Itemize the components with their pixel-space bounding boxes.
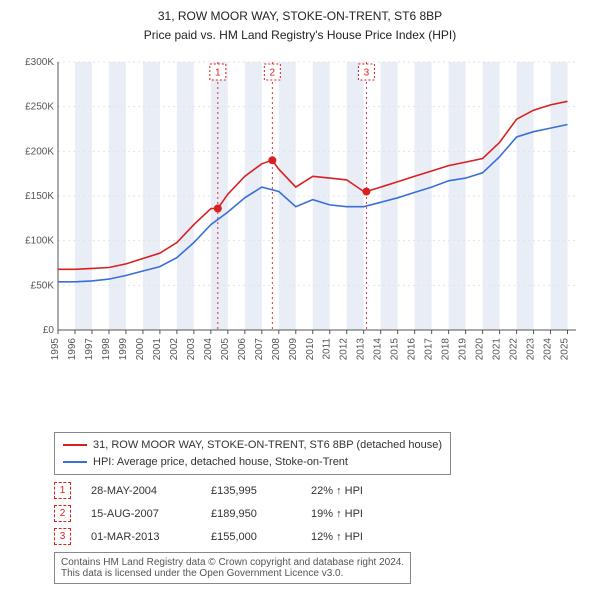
svg-text:2006: 2006 xyxy=(237,337,248,360)
events-table: 1 28-MAY-2004 £135,995 22% ↑ HPI 2 15-AUG-200… xyxy=(54,479,586,548)
legend-swatch xyxy=(63,461,87,463)
legend-label: HPI: Average price, detached house, Stok… xyxy=(93,454,348,471)
event-delta: 22% ↑ HPI xyxy=(311,485,421,497)
svg-text:2018: 2018 xyxy=(441,337,452,360)
svg-text:2015: 2015 xyxy=(390,337,401,360)
legend-item: 31, ROW MOOR WAY, STOKE-ON-TRENT, ST6 8B… xyxy=(63,437,442,454)
svg-text:2024: 2024 xyxy=(543,337,554,360)
svg-text:£250K: £250K xyxy=(25,101,54,112)
svg-text:2004: 2004 xyxy=(203,337,214,360)
footer-line: This data is licensed under the Open Gov… xyxy=(61,568,404,579)
svg-text:2005: 2005 xyxy=(220,337,231,360)
event-price: £135,995 xyxy=(211,485,291,497)
svg-text:2007: 2007 xyxy=(254,337,265,360)
svg-text:1998: 1998 xyxy=(101,337,112,360)
svg-text:£0: £0 xyxy=(43,325,55,336)
event-row: 2 15-AUG-2007 £189,950 19% ↑ HPI xyxy=(54,502,586,525)
svg-text:2022: 2022 xyxy=(509,337,520,360)
legend-swatch xyxy=(63,444,87,446)
event-delta: 19% ↑ HPI xyxy=(311,508,421,520)
svg-text:2: 2 xyxy=(270,67,276,78)
svg-text:2002: 2002 xyxy=(169,337,180,360)
svg-text:2019: 2019 xyxy=(458,337,469,360)
event-marker: 1 xyxy=(54,482,71,499)
legend: 31, ROW MOOR WAY, STOKE-ON-TRENT, ST6 8B… xyxy=(54,432,451,475)
attribution-footer: Contains HM Land Registry data © Crown c… xyxy=(54,552,411,584)
svg-text:2000: 2000 xyxy=(135,337,146,360)
page-title: 31, ROW MOOR WAY, STOKE-ON-TRENT, ST6 8B… xyxy=(14,8,586,25)
svg-text:2021: 2021 xyxy=(492,337,503,360)
legend-label: 31, ROW MOOR WAY, STOKE-ON-TRENT, ST6 8B… xyxy=(93,437,442,454)
event-delta: 12% ↑ HPI xyxy=(311,531,421,543)
price-chart: £0 £50K £100K £150K £200K £250K £300K 1995 1996 1… xyxy=(14,44,586,426)
svg-text:2017: 2017 xyxy=(424,337,435,360)
svg-text:1999: 1999 xyxy=(118,337,129,360)
svg-text:2003: 2003 xyxy=(186,337,197,360)
svg-text:2025: 2025 xyxy=(560,337,571,360)
event-date: 01-MAR-2013 xyxy=(91,531,191,543)
svg-text:£200K: £200K xyxy=(25,146,54,157)
svg-text:£100K: £100K xyxy=(25,235,54,246)
svg-text:2009: 2009 xyxy=(288,337,299,360)
svg-text:1997: 1997 xyxy=(84,337,95,360)
event-date: 28-MAY-2004 xyxy=(91,485,191,497)
svg-text:2016: 2016 xyxy=(407,337,418,360)
svg-text:2010: 2010 xyxy=(305,337,316,360)
svg-text:£300K: £300K xyxy=(25,57,54,68)
svg-text:2008: 2008 xyxy=(271,337,282,360)
event-price: £155,000 xyxy=(211,531,291,543)
legend-item: HPI: Average price, detached house, Stok… xyxy=(63,454,442,471)
svg-text:£150K: £150K xyxy=(25,191,54,202)
event-date: 15-AUG-2007 xyxy=(91,508,191,520)
event-price: £189,950 xyxy=(211,508,291,520)
event-marker: 3 xyxy=(54,528,71,545)
svg-text:2014: 2014 xyxy=(373,337,384,360)
svg-text:1996: 1996 xyxy=(67,337,78,360)
event-marker: 2 xyxy=(54,505,71,522)
svg-text:2013: 2013 xyxy=(356,337,367,360)
svg-text:1995: 1995 xyxy=(50,337,61,360)
svg-text:1: 1 xyxy=(215,67,221,78)
svg-text:2011: 2011 xyxy=(322,337,333,359)
svg-text:2023: 2023 xyxy=(526,337,537,360)
svg-text:3: 3 xyxy=(364,67,370,78)
page-subtitle: Price paid vs. HM Land Registry's House … xyxy=(14,27,586,44)
event-row: 3 01-MAR-2013 £155,000 12% ↑ HPI xyxy=(54,525,586,548)
event-row: 1 28-MAY-2004 £135,995 22% ↑ HPI xyxy=(54,479,586,502)
svg-text:£50K: £50K xyxy=(31,280,55,291)
svg-text:2012: 2012 xyxy=(339,337,350,360)
footer-line: Contains HM Land Registry data © Crown c… xyxy=(61,557,404,568)
svg-text:2001: 2001 xyxy=(152,337,163,360)
svg-text:2020: 2020 xyxy=(475,337,486,360)
